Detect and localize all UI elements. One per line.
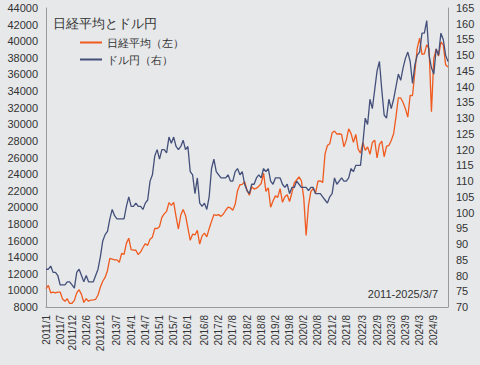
svg-text:28000: 28000 — [7, 135, 38, 147]
svg-text:2016/8: 2016/8 — [199, 315, 210, 346]
svg-text:26000: 26000 — [7, 152, 38, 164]
svg-text:140: 140 — [456, 81, 474, 93]
svg-text:2019/8: 2019/8 — [284, 315, 295, 346]
svg-text:115: 115 — [456, 159, 474, 171]
svg-text:30000: 30000 — [7, 118, 38, 130]
svg-text:2023/9: 2023/9 — [400, 315, 411, 346]
svg-text:ドル円（右）: ドル円（右） — [107, 54, 173, 66]
svg-text:22000: 22000 — [7, 185, 38, 197]
svg-text:2012/12: 2012/12 — [95, 315, 106, 352]
svg-text:2018/8: 2018/8 — [256, 315, 267, 346]
svg-text:16000: 16000 — [7, 235, 38, 247]
svg-text:2011/1: 2011/1 — [41, 315, 52, 345]
svg-text:125: 125 — [456, 128, 474, 140]
svg-text:42000: 42000 — [7, 19, 38, 31]
svg-text:2023/3: 2023/3 — [386, 315, 397, 346]
svg-text:2021/2: 2021/2 — [327, 315, 338, 346]
svg-text:85: 85 — [456, 254, 468, 266]
svg-text:145: 145 — [456, 65, 474, 77]
svg-text:2011-2025/3/7: 2011-2025/3/7 — [368, 288, 438, 300]
svg-text:32000: 32000 — [7, 102, 38, 114]
svg-text:150: 150 — [456, 49, 474, 61]
svg-text:155: 155 — [456, 33, 474, 45]
svg-text:2012/6: 2012/6 — [81, 315, 92, 346]
svg-text:12000: 12000 — [7, 268, 38, 280]
svg-text:2020/2: 2020/2 — [298, 315, 309, 346]
svg-text:80: 80 — [456, 270, 468, 282]
svg-text:130: 130 — [456, 112, 474, 124]
svg-text:24000: 24000 — [7, 168, 38, 180]
svg-text:165: 165 — [456, 2, 474, 14]
svg-text:2022/9: 2022/9 — [372, 315, 383, 346]
svg-text:2011/12: 2011/12 — [67, 315, 78, 351]
svg-text:110: 110 — [456, 175, 474, 187]
svg-text:34000: 34000 — [7, 85, 38, 97]
svg-text:105: 105 — [456, 191, 474, 203]
svg-text:2019/2: 2019/2 — [270, 315, 281, 346]
svg-text:2024/3: 2024/3 — [414, 315, 425, 346]
svg-text:2014/1: 2014/1 — [126, 315, 137, 346]
svg-text:40000: 40000 — [7, 35, 38, 47]
svg-text:75: 75 — [456, 285, 468, 297]
svg-text:2024/9: 2024/9 — [428, 315, 439, 346]
svg-text:2017/2: 2017/2 — [213, 315, 224, 346]
svg-text:2015/7: 2015/7 — [168, 315, 179, 346]
svg-text:日経平均とドル円: 日経平均とドル円 — [53, 16, 157, 31]
svg-text:2018/2: 2018/2 — [242, 315, 253, 346]
svg-text:10000: 10000 — [7, 284, 38, 296]
svg-text:2022/3: 2022/3 — [357, 315, 368, 346]
svg-text:135: 135 — [456, 96, 474, 108]
svg-text:38000: 38000 — [7, 52, 38, 64]
svg-text:100: 100 — [456, 207, 474, 219]
svg-text:36000: 36000 — [7, 68, 38, 80]
svg-text:2017/8: 2017/8 — [227, 315, 238, 346]
svg-text:8000: 8000 — [14, 301, 38, 313]
svg-text:95: 95 — [456, 222, 468, 234]
svg-text:2020/8: 2020/8 — [312, 315, 323, 346]
svg-text:14000: 14000 — [7, 251, 38, 263]
svg-text:2014/7: 2014/7 — [140, 315, 151, 346]
svg-text:44000: 44000 — [7, 2, 38, 14]
svg-text:120: 120 — [456, 144, 474, 156]
svg-text:70: 70 — [456, 301, 468, 313]
svg-text:2013/7: 2013/7 — [111, 315, 122, 346]
svg-text:18000: 18000 — [7, 218, 38, 230]
svg-text:160: 160 — [456, 18, 474, 30]
svg-text:2015/1: 2015/1 — [154, 315, 165, 346]
svg-text:20000: 20000 — [7, 201, 38, 213]
svg-text:2011/7: 2011/7 — [55, 315, 66, 345]
svg-text:2016/1: 2016/1 — [182, 315, 193, 346]
svg-text:2021/8: 2021/8 — [341, 315, 352, 346]
svg-text:90: 90 — [456, 238, 468, 250]
svg-text:日経平均（左）: 日経平均（左） — [107, 37, 184, 49]
